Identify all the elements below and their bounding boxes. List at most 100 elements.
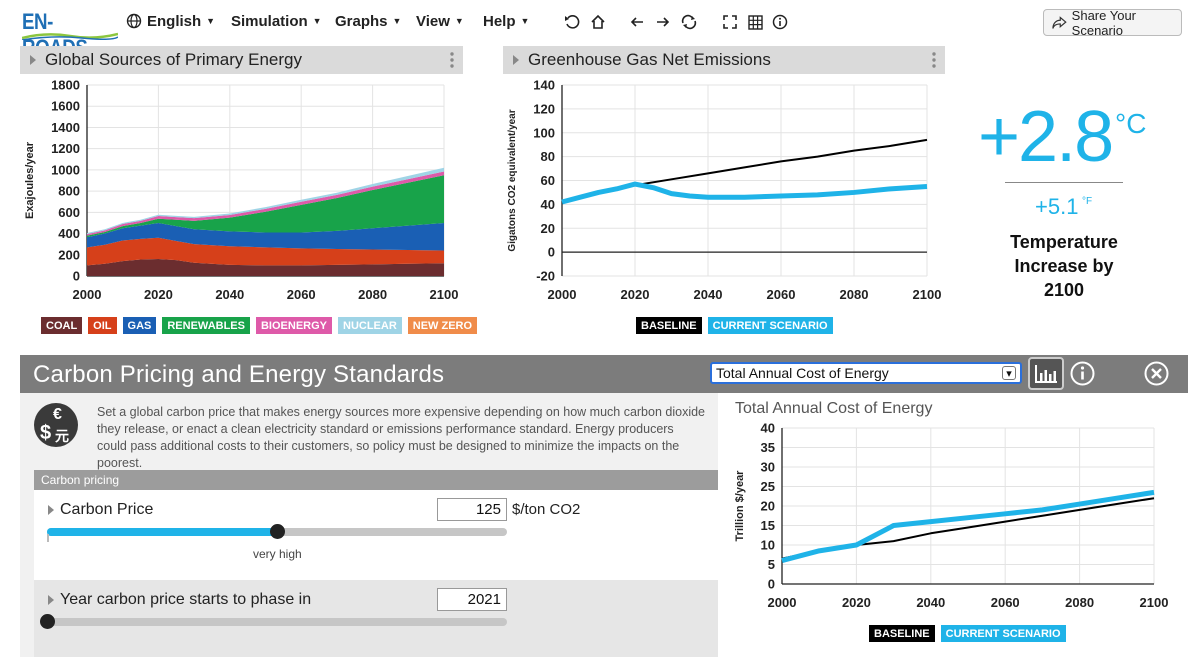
graph-select-value: Total Annual Cost of Energy	[716, 365, 889, 381]
emissions-graph-title: Greenhouse Gas Net Emissions	[528, 50, 771, 69]
view-menu[interactable]: View ▼	[416, 13, 464, 30]
x-tick-label: 2020	[842, 595, 871, 610]
language-menu[interactable]: English ▼	[126, 13, 215, 30]
area-series-bioenergy	[87, 171, 444, 236]
line-series-current-scenario	[561, 181, 928, 205]
y-tick-label: 60	[541, 173, 555, 188]
share-scenario-button[interactable]: Share Your Scenario	[1043, 8, 1182, 38]
slider-tick-mark	[47, 534, 49, 542]
back-arrow-icon[interactable]	[627, 12, 647, 32]
y-tick-label: 40	[541, 197, 555, 212]
y-tick-label: 600	[58, 205, 80, 220]
energy-graph-title: Global Sources of Primary Energy	[45, 50, 302, 69]
help-menu[interactable]: Help ▼	[483, 13, 530, 30]
legend-item[interactable]: OIL	[88, 317, 117, 334]
line-series-current-scenario	[781, 489, 1155, 564]
x-tick-label: 2020	[621, 287, 650, 302]
carbon-price-slider-track[interactable]	[47, 524, 507, 539]
legend-item[interactable]: RENEWABLES	[162, 317, 250, 334]
y-tick-label: 0	[548, 245, 555, 260]
y-tick-label: 120	[533, 101, 555, 116]
legend-item[interactable]: BASELINE	[869, 625, 935, 642]
policy-info-icon[interactable]	[1070, 361, 1095, 386]
y-tick-label: 1000	[51, 162, 80, 177]
undo-icon[interactable]	[562, 12, 582, 32]
simulation-menu[interactable]: Simulation ▼	[231, 13, 322, 30]
area-series-gas	[87, 222, 444, 251]
phase-in-year-label: Year carbon price starts to phase in	[60, 591, 312, 608]
table-icon[interactable]	[745, 12, 765, 32]
bar-chart-toggle-button[interactable]	[1028, 357, 1064, 390]
y-tick-label: 1600	[51, 99, 80, 114]
carbon-price-slider-fill	[47, 528, 277, 536]
x-tick-label: 2000	[548, 287, 577, 302]
emissions-graph-header[interactable]: Greenhouse Gas Net Emissions	[503, 46, 945, 74]
legend-item[interactable]: COAL	[41, 317, 83, 334]
legend-item[interactable]: GAS	[122, 317, 157, 334]
globe-icon	[126, 13, 142, 29]
temperature-divider	[1005, 182, 1123, 183]
legend-item[interactable]: CURRENT SCENARIO	[940, 625, 1066, 642]
y-axis-label: Gigatons CO2 equivalent/year	[507, 109, 518, 251]
graphs-menu[interactable]: Graphs ▼	[335, 13, 402, 30]
legend-item[interactable]: BASELINE	[636, 317, 702, 334]
x-tick-label: 2080	[1065, 595, 1094, 610]
graphs-label: Graphs	[335, 13, 388, 30]
collapse-triangle-icon[interactable]	[30, 55, 36, 65]
y-tick-label: 40	[761, 421, 775, 436]
more-options-icon[interactable]	[450, 52, 454, 68]
share-icon	[1052, 15, 1067, 29]
carbon-price-input[interactable]: 125	[437, 498, 507, 521]
more-options-icon[interactable]	[932, 52, 936, 68]
area-series-renewables	[87, 175, 444, 238]
forward-arrow-icon[interactable]	[653, 12, 673, 32]
home-icon[interactable]	[588, 12, 608, 32]
logo-wave-icon	[22, 32, 118, 40]
y-tick-label: 1800	[51, 78, 80, 93]
x-tick-label: 2060	[767, 287, 796, 302]
en-roads-logo[interactable]: EN-ROADS	[22, 4, 118, 60]
fullscreen-icon[interactable]	[720, 12, 740, 32]
x-tick-label: 2040	[694, 287, 723, 302]
x-tick-label: 2080	[358, 287, 387, 302]
collapse-triangle-icon[interactable]	[513, 55, 519, 65]
temperature-fahrenheit: +5.1	[1035, 194, 1079, 219]
phase-in-year-slider-track[interactable]	[40, 614, 507, 629]
cycle-icon[interactable]	[679, 12, 699, 32]
area-series-coal	[87, 259, 444, 276]
y-tick-label: 10	[761, 538, 775, 553]
x-tick-label: 2040	[916, 595, 945, 610]
y-tick-label: 5	[768, 557, 775, 572]
phase-in-year-slider-row: Year carbon price starts to phase in 202…	[34, 580, 718, 657]
legend-item[interactable]: CURRENT SCENARIO	[707, 317, 833, 334]
graph-select-dropdown[interactable]: Total Annual Cost of Energy ▾	[710, 362, 1022, 384]
info-icon[interactable]	[770, 12, 790, 32]
temperature-celsius: +2.8	[978, 97, 1114, 177]
y-tick-label: 15	[761, 518, 775, 533]
simulation-label: Simulation	[231, 13, 308, 30]
expand-triangle-icon[interactable]	[48, 595, 54, 605]
legend-item[interactable]: NUCLEAR	[338, 317, 402, 334]
y-tick-label: 800	[58, 184, 80, 199]
y-tick-label: 25	[761, 479, 775, 494]
help-label: Help	[483, 13, 516, 30]
section-header-carbon-pricing: Carbon pricing	[34, 470, 718, 490]
bar-chart-icon	[1035, 365, 1057, 383]
policy-title: Carbon Pricing and Energy Standards	[33, 361, 445, 388]
phase-in-year-input[interactable]: 2021	[437, 588, 507, 611]
expand-triangle-icon[interactable]	[48, 505, 54, 515]
temperature-celsius-unit: °C	[1115, 108, 1147, 139]
y-axis-label: Trillion $/year	[734, 470, 746, 542]
close-icon[interactable]	[1144, 361, 1169, 386]
y-tick-label: 1200	[51, 141, 80, 156]
legend-item[interactable]: BIOENERGY	[255, 317, 332, 334]
x-tick-label: 2060	[991, 595, 1020, 610]
energy-graph-header[interactable]: Global Sources of Primary Energy	[20, 46, 463, 74]
y-axis-label: Exajoules/year	[24, 141, 36, 219]
x-tick-label: 2100	[1140, 595, 1169, 610]
carbon-price-slider-handle[interactable]	[270, 524, 285, 539]
legend-item[interactable]: NEW ZERO	[407, 317, 478, 334]
phase-in-year-slider-handle[interactable]	[40, 614, 55, 629]
currency-icon: € $ 元	[34, 403, 78, 447]
view-label: View	[416, 13, 450, 30]
